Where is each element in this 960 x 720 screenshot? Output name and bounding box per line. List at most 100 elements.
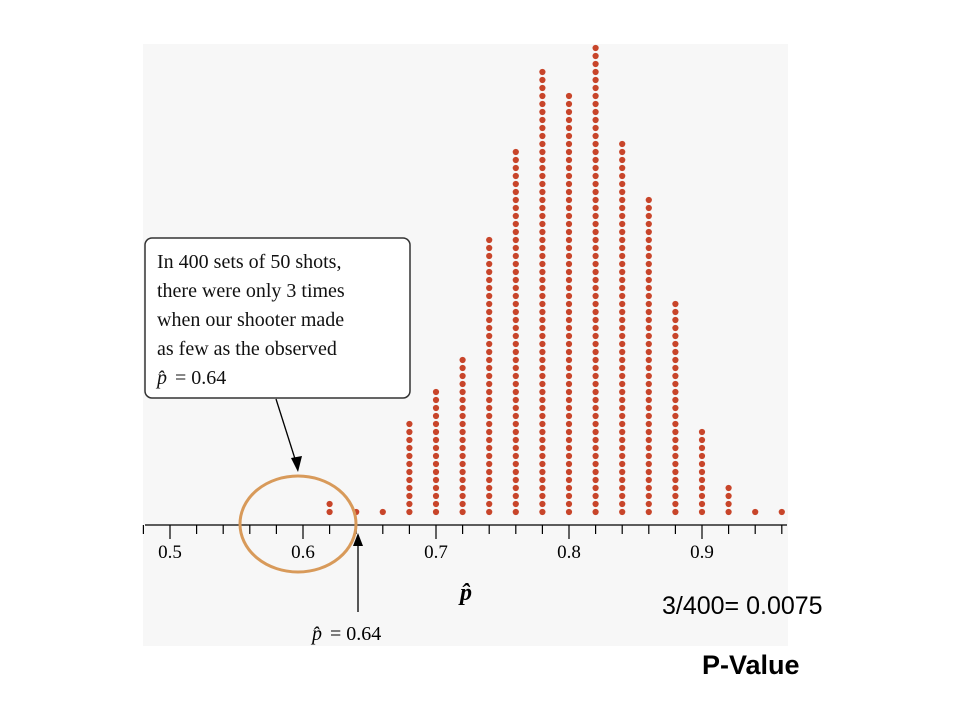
- dot-mark: [645, 428, 652, 436]
- dot-mark: [512, 188, 519, 196]
- dot-mark: [645, 244, 652, 252]
- dot-mark: [459, 412, 466, 420]
- dot-mark: [672, 492, 679, 500]
- dot-mark: [539, 236, 546, 244]
- dot-mark: [619, 156, 626, 164]
- dot-mark: [486, 484, 493, 492]
- dot-mark: [645, 340, 652, 348]
- dot-mark: [512, 252, 519, 260]
- dot-mark: [326, 500, 333, 508]
- dot-mark: [672, 452, 679, 460]
- dot-mark: [432, 420, 440, 428]
- dot-mark: [592, 84, 599, 92]
- dot-mark: [645, 452, 652, 460]
- dot-mark: [512, 492, 519, 500]
- dot-mark: [539, 220, 546, 228]
- dot-mark: [539, 244, 546, 252]
- dot-mark: [619, 508, 626, 516]
- dot-mark: [565, 460, 573, 468]
- dot-mark: [645, 220, 652, 228]
- dot-mark: [432, 396, 440, 404]
- dot-mark: [432, 436, 440, 444]
- dot-mark: [672, 340, 679, 348]
- dot-mark: [512, 452, 519, 460]
- dot-mark: [645, 420, 652, 428]
- dot-mark: [539, 292, 546, 300]
- dot-mark: [512, 220, 519, 228]
- dot-mark: [672, 436, 679, 444]
- observed-label-lhs: p̂: [310, 623, 322, 645]
- dot-mark: [672, 420, 679, 428]
- dot-mark: [619, 332, 626, 340]
- tick-label: 0.7: [424, 542, 448, 563]
- dot-mark: [592, 436, 599, 444]
- dot-mark: [645, 268, 652, 276]
- callout-line-5-rhs: = 0.64: [175, 367, 226, 389]
- dot-mark: [565, 188, 573, 196]
- dot-mark: [619, 444, 626, 452]
- dot-mark: [539, 396, 546, 404]
- dot-mark: [406, 428, 413, 436]
- dot-mark: [512, 340, 519, 348]
- dot-mark: [752, 508, 759, 516]
- dot-mark: [698, 492, 706, 500]
- dot-mark: [539, 324, 546, 332]
- dot-mark: [619, 180, 626, 188]
- dot-mark: [592, 196, 599, 204]
- dot-mark: [592, 372, 599, 380]
- dot-mark: [619, 412, 626, 420]
- dot-mark: [645, 236, 652, 244]
- dot-mark: [592, 284, 599, 292]
- dot-mark: [672, 316, 679, 324]
- dot-mark: [619, 148, 626, 156]
- dot-mark: [565, 468, 573, 476]
- dot-mark: [379, 508, 386, 516]
- dot-mark: [619, 492, 626, 500]
- dot-mark: [565, 476, 573, 484]
- dot-mark: [565, 300, 573, 308]
- dot-mark: [592, 220, 599, 228]
- dot-mark: [406, 460, 413, 468]
- dot-mark: [645, 476, 652, 484]
- dot-mark: [565, 156, 573, 164]
- dot-mark: [539, 316, 546, 324]
- dot-mark: [592, 324, 599, 332]
- dot-mark: [672, 500, 679, 508]
- dot-mark: [512, 404, 519, 412]
- dot-mark: [645, 260, 652, 268]
- dot-mark: [592, 236, 599, 244]
- dot-mark: [459, 468, 466, 476]
- dot-mark: [486, 364, 493, 372]
- dot-mark: [565, 420, 573, 428]
- dot-mark: [432, 508, 440, 516]
- dot-mark: [619, 428, 626, 436]
- dot-mark: [619, 260, 626, 268]
- dot-mark: [619, 452, 626, 460]
- dot-mark: [539, 124, 546, 132]
- dot-mark: [539, 284, 546, 292]
- dot-mark: [459, 372, 466, 380]
- dot-mark: [565, 452, 573, 460]
- dot-mark: [645, 436, 652, 444]
- dot-mark: [512, 436, 519, 444]
- dot-mark: [486, 420, 493, 428]
- dot-mark: [645, 316, 652, 324]
- dot-mark: [592, 188, 599, 196]
- dot-mark: [512, 300, 519, 308]
- dot-mark: [539, 508, 546, 516]
- dot-mark: [592, 484, 599, 492]
- dot-mark: [645, 212, 652, 220]
- dot-mark: [698, 428, 706, 436]
- callout-arrow-line: [275, 398, 297, 463]
- dot-mark: [565, 284, 573, 292]
- dot-mark: [565, 492, 573, 500]
- dot-mark: [565, 116, 573, 124]
- dot-mark: [539, 380, 546, 388]
- dot-mark: [512, 292, 519, 300]
- dot-mark: [539, 132, 546, 140]
- dot-mark: [592, 380, 599, 388]
- dot-mark: [619, 364, 626, 372]
- dot-mark: [619, 500, 626, 508]
- dot-mark: [539, 460, 546, 468]
